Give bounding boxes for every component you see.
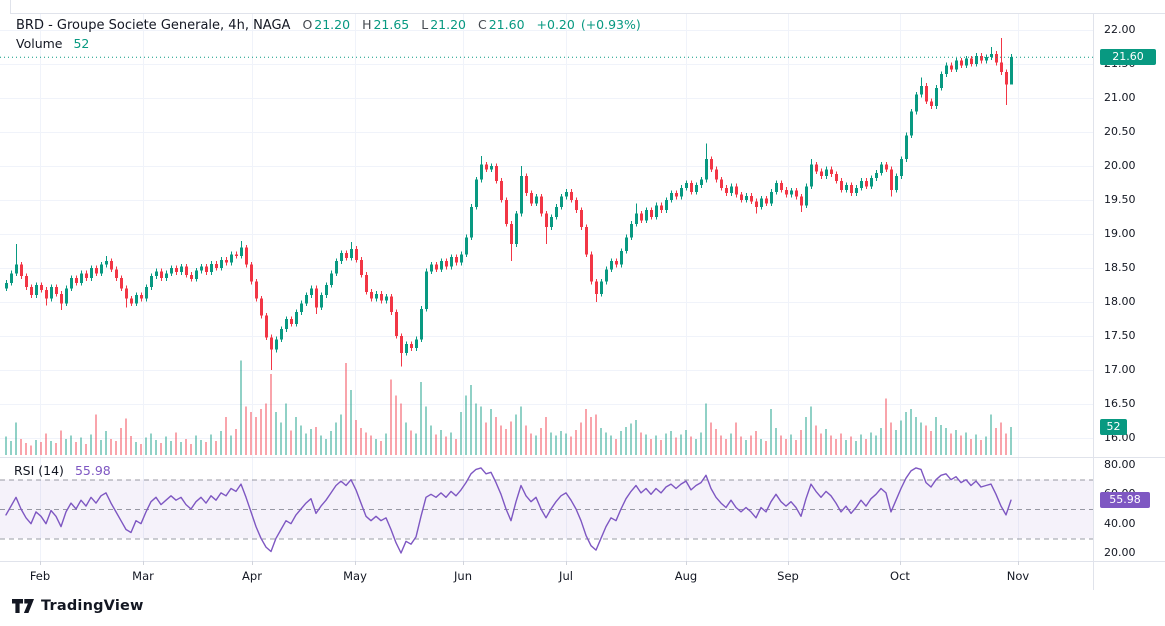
tradingview-logo[interactable]: TradingView xyxy=(12,598,144,614)
close-label: C xyxy=(478,17,487,32)
top-corner-line xyxy=(10,0,11,13)
price-tick-label: 17.50 xyxy=(1104,329,1136,342)
month-label-jul: Jul xyxy=(559,569,573,583)
volume-value-badge: 52 xyxy=(1100,418,1127,435)
tradingview-logo-icon xyxy=(12,599,34,613)
symbol-title[interactable]: BRD - Groupe Societe Generale, 4h, NAGA xyxy=(16,18,291,33)
candlestick-series xyxy=(5,38,1013,370)
price-tick-label: 20.50 xyxy=(1104,125,1136,138)
time-axis-tick xyxy=(900,561,901,565)
price-tick-label: 22.00 xyxy=(1104,23,1136,36)
price-tick-label: 18.00 xyxy=(1104,295,1136,308)
price-tick-label: 18.50 xyxy=(1104,261,1136,274)
month-label-sep: Sep xyxy=(777,569,799,583)
time-axis[interactable]: Feb Mar Apr May Jun Jul Aug Sep Oct Nov xyxy=(0,561,1093,590)
time-axis-tick xyxy=(40,561,41,565)
month-label-apr: Apr xyxy=(242,569,262,583)
time-axis-tick xyxy=(463,561,464,565)
chart-canvas[interactable] xyxy=(0,0,1165,590)
month-label-oct: Oct xyxy=(890,569,910,583)
month-label-feb: Feb xyxy=(29,569,51,583)
low-label: L xyxy=(421,17,429,32)
close-value: 21.60 xyxy=(488,17,525,32)
time-axis-tick xyxy=(252,561,253,565)
price-tick-label: 20.00 xyxy=(1104,159,1136,172)
rsi-legend: RSI (14) 55.98 xyxy=(14,463,111,478)
gridlines xyxy=(0,14,1093,561)
pane-separator-rsi-time xyxy=(0,561,1165,562)
price-tick-label: 21.00 xyxy=(1104,91,1136,104)
time-axis-tick xyxy=(686,561,687,565)
month-label-mar: Mar xyxy=(132,569,154,583)
month-label-may: May xyxy=(343,569,367,583)
price-tick-label: 17.00 xyxy=(1104,363,1136,376)
rsi-pane xyxy=(0,467,1093,554)
high-label: H xyxy=(362,17,372,32)
rsi-tick-label: 40.00 xyxy=(1104,516,1136,530)
rsi-indicator-value: 55.98 xyxy=(74,463,111,478)
rsi-tick-label: 20.00 xyxy=(1104,546,1136,559)
tradingview-logo-text: TradingView xyxy=(41,598,144,614)
open-label: O xyxy=(302,17,313,32)
rsi-line xyxy=(5,467,1012,554)
volume-legend: Volume 52 xyxy=(16,36,89,51)
last-price-badge: 21.60 xyxy=(1100,49,1156,66)
open-value: 21.20 xyxy=(314,17,351,32)
time-axis-tick xyxy=(143,561,144,565)
time-axis-tick xyxy=(788,561,789,565)
volume-series xyxy=(5,360,1012,455)
change-value: +0.20 xyxy=(536,17,575,32)
time-axis-tick xyxy=(566,561,567,565)
volume-indicator-title[interactable]: Volume xyxy=(16,36,63,51)
rsi-value-badge: 55.98 xyxy=(1100,492,1150,509)
top-border xyxy=(10,13,1165,14)
month-label-nov: Nov xyxy=(1006,569,1030,583)
time-axis-tick xyxy=(1018,561,1019,565)
time-axis-tick xyxy=(355,561,356,565)
rsi-indicator-title[interactable]: RSI (14) xyxy=(14,463,64,478)
symbol-legend: BRD - Groupe Societe Generale, 4h, NAGA … xyxy=(16,17,641,33)
price-tick-label: 19.50 xyxy=(1104,193,1136,206)
volume-indicator-value: 52 xyxy=(73,36,90,51)
high-value: 21.65 xyxy=(373,17,410,32)
price-tick-label: 16.50 xyxy=(1104,397,1136,410)
price-axis[interactable]: 22.0021.5021.0020.5020.0019.5019.0018.50… xyxy=(1093,13,1165,590)
price-tick-label: 19.00 xyxy=(1104,227,1136,240)
low-value: 21.20 xyxy=(430,17,467,32)
price-axis-border xyxy=(1093,13,1094,590)
month-label-aug: Aug xyxy=(674,569,698,583)
rsi-tick-label: 80.00 xyxy=(1104,458,1136,471)
change-percent: (+0.93%) xyxy=(580,17,641,32)
month-label-jun: Jun xyxy=(454,569,472,583)
pane-separator-main-rsi[interactable] xyxy=(0,457,1165,458)
footer-bar: TradingView xyxy=(0,590,1165,626)
